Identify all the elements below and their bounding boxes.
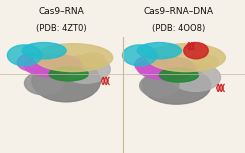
Text: Cas9–RNA: Cas9–RNA [38, 7, 84, 16]
Text: Cas9–RNA–DNA: Cas9–RNA–DNA [144, 7, 214, 16]
Ellipse shape [137, 56, 196, 80]
Ellipse shape [122, 45, 157, 66]
Ellipse shape [22, 43, 66, 59]
Ellipse shape [61, 55, 110, 83]
Ellipse shape [140, 74, 179, 97]
Ellipse shape [147, 44, 225, 72]
Text: (PDB: 4OO8): (PDB: 4OO8) [152, 24, 206, 33]
Ellipse shape [17, 53, 51, 72]
Ellipse shape [184, 43, 208, 59]
Text: (PDB: 4ZT0): (PDB: 4ZT0) [36, 24, 86, 33]
Ellipse shape [81, 53, 105, 67]
Ellipse shape [142, 67, 211, 104]
Ellipse shape [24, 54, 83, 77]
Ellipse shape [32, 60, 100, 102]
Ellipse shape [24, 72, 64, 95]
Ellipse shape [7, 45, 42, 66]
Ellipse shape [49, 67, 88, 81]
Ellipse shape [135, 55, 169, 74]
Ellipse shape [159, 68, 198, 82]
Ellipse shape [137, 43, 181, 59]
Ellipse shape [34, 44, 113, 72]
Ellipse shape [194, 55, 218, 69]
Ellipse shape [172, 63, 220, 91]
